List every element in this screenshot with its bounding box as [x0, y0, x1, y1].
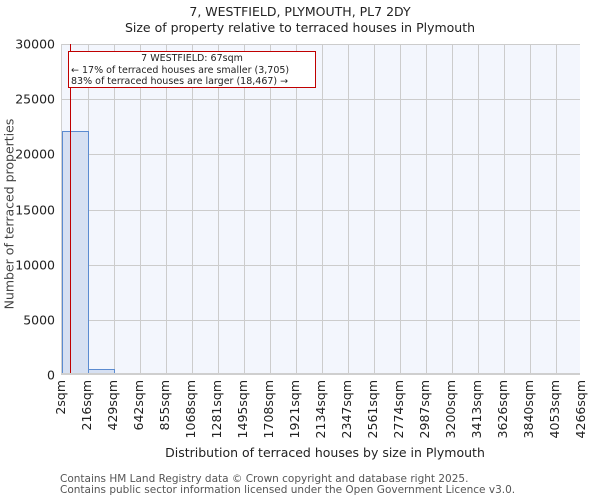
- x-axis-label: Distribution of terraced houses by size …: [165, 445, 485, 460]
- x-tick-label: 3413sqm: [469, 380, 484, 439]
- x-tick-label: 2774sqm: [391, 380, 406, 439]
- histogram-bar: [62, 131, 89, 373]
- x-tick-label: 642sqm: [131, 380, 146, 431]
- x-tick-label: 4266sqm: [573, 380, 588, 439]
- x-tick-label: 1921sqm: [287, 380, 302, 439]
- gridline-horizontal: [62, 99, 580, 101]
- x-tick-label: 429sqm: [105, 380, 120, 431]
- x-tick-label: 3200sqm: [443, 380, 458, 439]
- gridline-vertical: [322, 44, 323, 373]
- x-tick-label: 2134sqm: [313, 380, 328, 439]
- x-tick-label: 2347sqm: [339, 380, 354, 439]
- gridline-horizontal: [62, 154, 580, 156]
- annotation-title: 7 WESTFIELD: 67sqm: [141, 53, 243, 64]
- gridline-vertical: [374, 44, 375, 373]
- gridline-vertical: [114, 44, 115, 373]
- annotation-larger: 83% of terraced houses are larger (18,46…: [71, 76, 289, 87]
- gridline-vertical: [504, 44, 505, 373]
- gridline-vertical: [244, 44, 245, 373]
- y-axis-label: Number of terraced properties: [1, 118, 17, 310]
- y-tick-label: 5000: [23, 312, 55, 328]
- x-tick-label: 1708sqm: [261, 380, 276, 439]
- x-tick-label: 2987sqm: [417, 380, 432, 439]
- y-tick-label: 30000: [15, 36, 55, 52]
- gridline-vertical: [218, 44, 219, 373]
- gridline-vertical: [478, 44, 479, 373]
- annotation-smaller: ← 17% of terraced houses are smaller (3,…: [71, 64, 290, 76]
- footer-copyright: Contains HM Land Registry data © Crown c…: [60, 473, 469, 485]
- gridline-vertical: [140, 44, 141, 373]
- chart-subtitle: Size of property relative to terraced ho…: [124, 20, 476, 35]
- y-tick-label: 10000: [15, 257, 55, 273]
- x-tick-label: 2sqm: [53, 380, 68, 415]
- gridline-vertical: [296, 44, 297, 373]
- gridline-vertical: [426, 44, 427, 373]
- x-tick-label: 3626sqm: [495, 380, 510, 439]
- x-tick-label: 855sqm: [157, 380, 172, 431]
- gridline-vertical: [556, 44, 557, 373]
- plot-area: 7 WESTFIELD: 67sqm ← 17% of terraced hou…: [61, 44, 580, 375]
- gridline-vertical: [270, 44, 271, 373]
- gridline-horizontal: [62, 209, 580, 211]
- gridline-vertical: [166, 44, 167, 373]
- gridline-vertical: [530, 44, 531, 373]
- gridline-vertical: [400, 44, 401, 373]
- footer-licence: Contains public sector information licen…: [60, 484, 516, 496]
- x-tick-label: 2561sqm: [365, 380, 380, 439]
- x-tick-label: 4053sqm: [547, 380, 562, 439]
- gridline-vertical: [348, 44, 349, 373]
- x-tick-label: 1068sqm: [183, 380, 198, 439]
- y-tick-label: 25000: [15, 91, 55, 107]
- gridline-vertical: [192, 44, 193, 373]
- chart-title: 7, WESTFIELD, PLYMOUTH, PL7 2DY: [189, 4, 411, 19]
- histogram-bar: [88, 368, 115, 373]
- x-tick-label: 1495sqm: [235, 380, 250, 439]
- gridline-horizontal: [62, 44, 580, 45]
- x-tick-label: 216sqm: [79, 380, 94, 431]
- x-tick-label: 3840sqm: [521, 380, 536, 439]
- y-tick-label: 0: [47, 367, 55, 383]
- gridline-vertical: [452, 44, 453, 373]
- y-tick-label: 20000: [15, 146, 55, 162]
- y-tick-label: 15000: [15, 202, 55, 217]
- gridline-horizontal: [62, 264, 580, 266]
- annotation-box: 7 WESTFIELD: 67sqm ← 17% of terraced hou…: [68, 51, 316, 88]
- property-marker-line: [69, 44, 72, 373]
- gridline-horizontal: [62, 319, 580, 321]
- x-tick-label: 1281sqm: [209, 380, 224, 439]
